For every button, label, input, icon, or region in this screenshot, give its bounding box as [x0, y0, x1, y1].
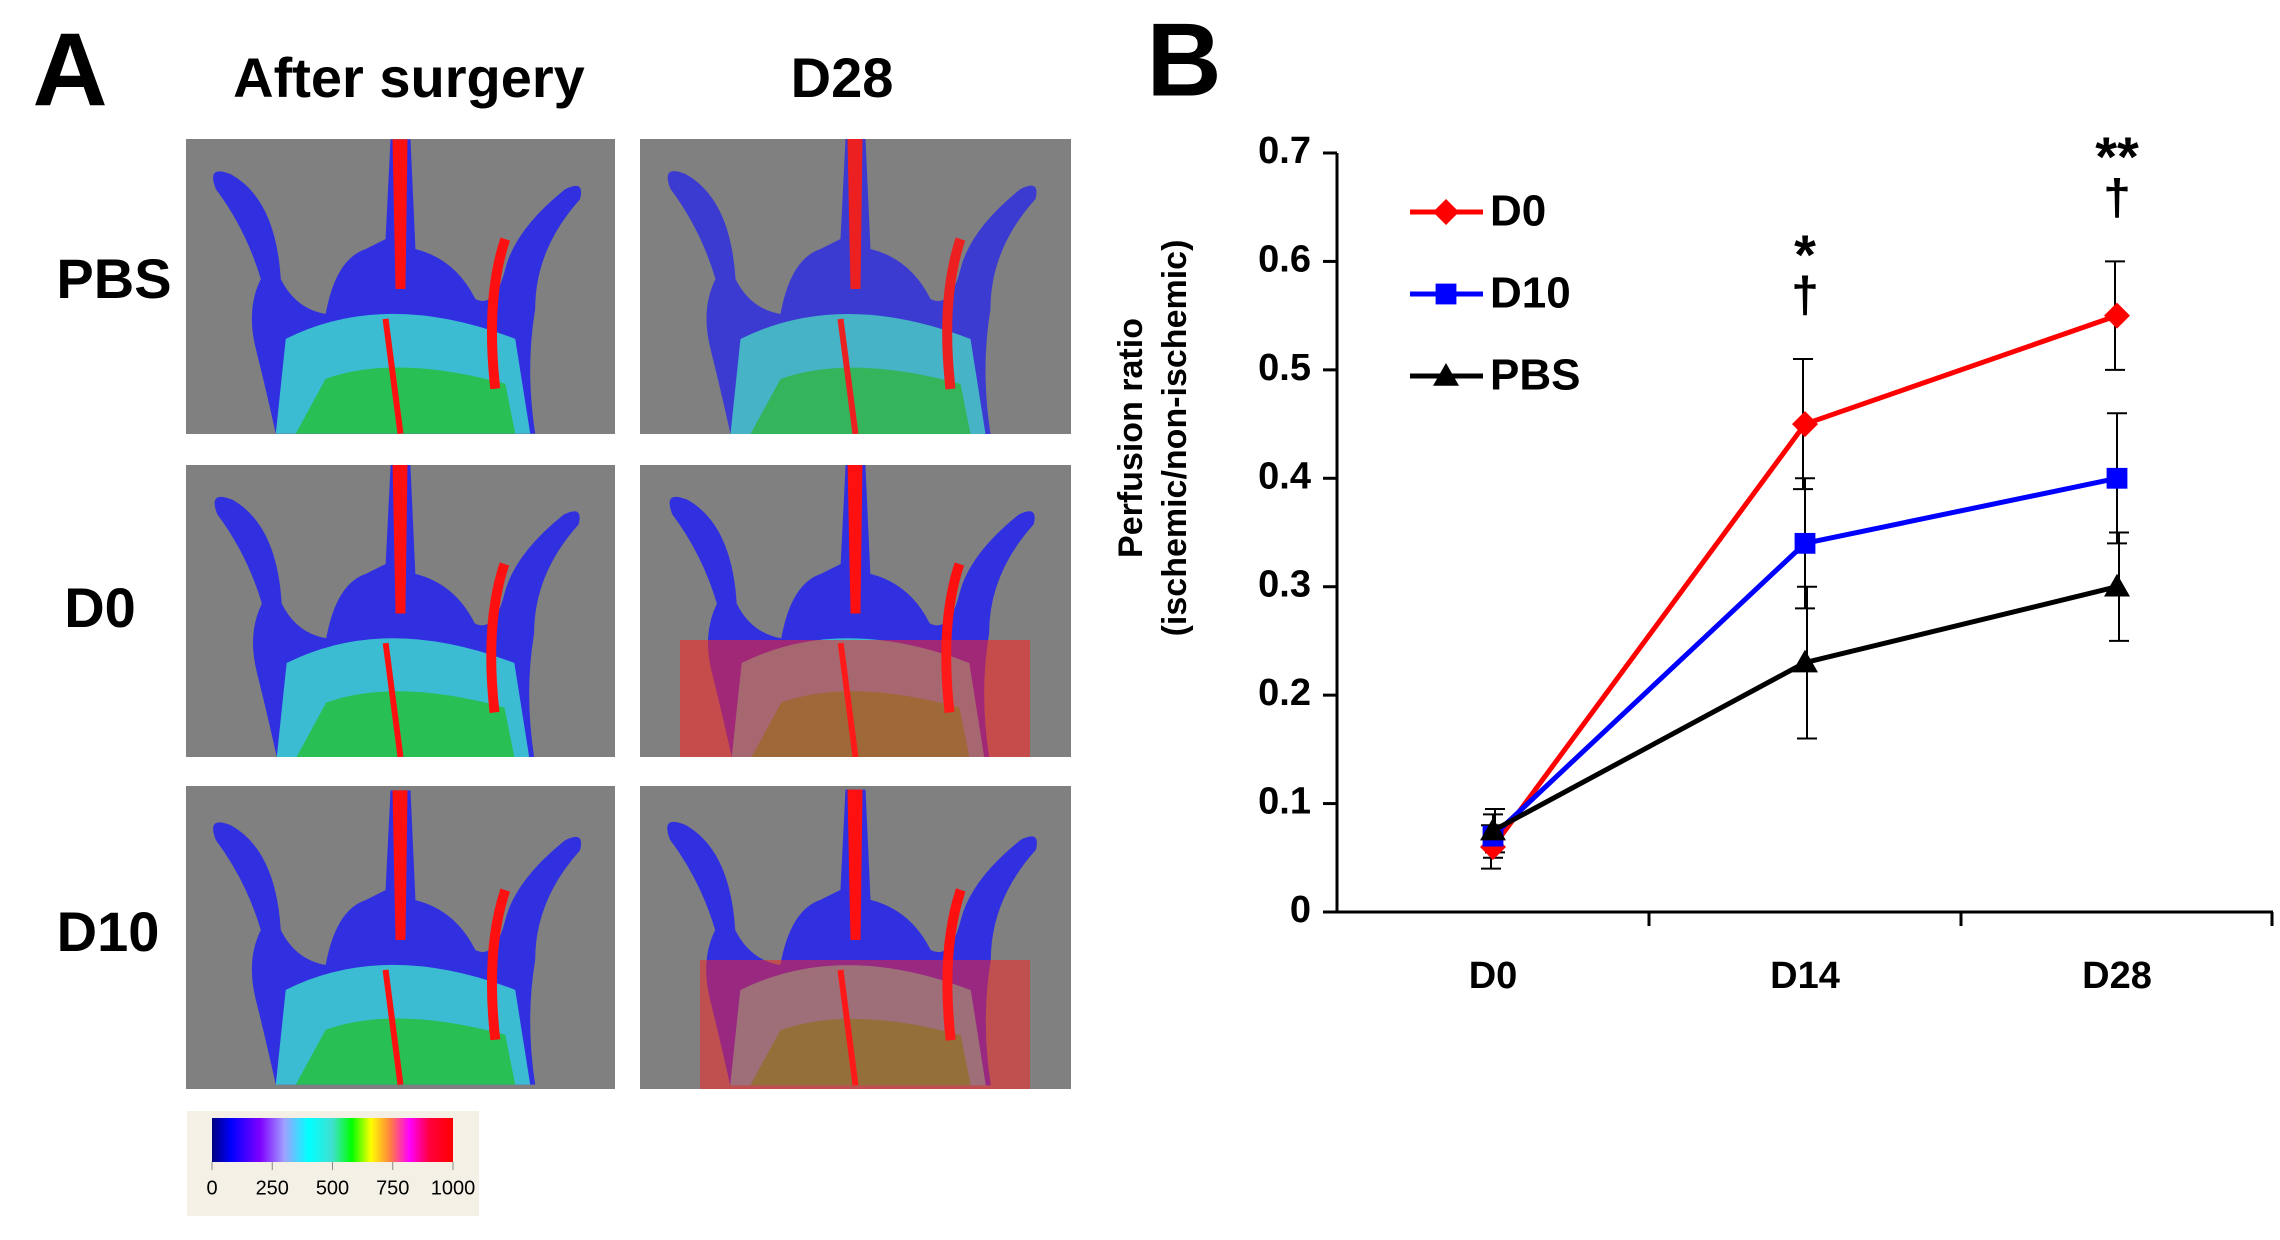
marker: [1435, 283, 1457, 305]
marker: [2106, 467, 2128, 489]
annotation: †: [1791, 267, 1819, 323]
y-axis-label: (ischemic/non-ischemic): [1156, 240, 1194, 637]
marker: [1433, 199, 1459, 225]
colorbar: [212, 1118, 453, 1162]
legend-label: D0: [1490, 187, 1546, 236]
marker: [2104, 302, 2130, 329]
y-axis-label: Perfusion ratio: [1112, 318, 1150, 558]
annotation: *: [1794, 223, 1816, 286]
legend-label: D10: [1490, 269, 1571, 318]
panel-label: A: [32, 12, 107, 128]
colorbar-tick-label: 750: [376, 1177, 409, 1199]
colorbar-tick-label: 0: [206, 1177, 217, 1199]
annotation: **: [2095, 125, 2139, 188]
y-tick-label: 0.4: [1258, 455, 1311, 497]
y-tick-label: 0.1: [1258, 781, 1311, 823]
marker: [1433, 363, 1459, 386]
column-header: After surgery: [233, 46, 585, 109]
row-label: D10: [57, 900, 160, 963]
image-panel: [186, 139, 1071, 1216]
perfusion-image: [680, 640, 1030, 757]
row-label: PBS: [56, 247, 171, 310]
annotation: †: [2103, 170, 2131, 226]
y-tick-label: 0.7: [1258, 130, 1311, 172]
marker: [1792, 649, 1818, 673]
marker: [2104, 573, 2130, 597]
marker: [1794, 532, 1816, 554]
y-tick-label: 0.5: [1258, 347, 1311, 389]
colorbar-tick-label: 250: [256, 1177, 289, 1199]
colorbar-tick-label: 500: [316, 1177, 349, 1199]
series-line: [1491, 584, 2118, 833]
panel-label: B: [1146, 2, 1221, 118]
column-header: D28: [791, 46, 894, 109]
y-tick-label: 0.6: [1258, 238, 1311, 280]
x-tick-label: D0: [1469, 955, 1518, 997]
marker: [1792, 411, 1818, 438]
perfusion-image: [700, 960, 1030, 1089]
y-tick-label: 0.3: [1258, 564, 1311, 606]
row-label: D0: [64, 576, 136, 639]
y-tick-label: 0.2: [1258, 672, 1311, 714]
colorbar-tick-label: 1000: [431, 1177, 476, 1199]
marker: [1480, 817, 1506, 841]
x-tick-label: D28: [2082, 955, 2152, 997]
y-tick-label: 0: [1290, 889, 1311, 931]
x-tick-label: D14: [1770, 955, 1840, 997]
legend-label: PBS: [1490, 351, 1580, 400]
